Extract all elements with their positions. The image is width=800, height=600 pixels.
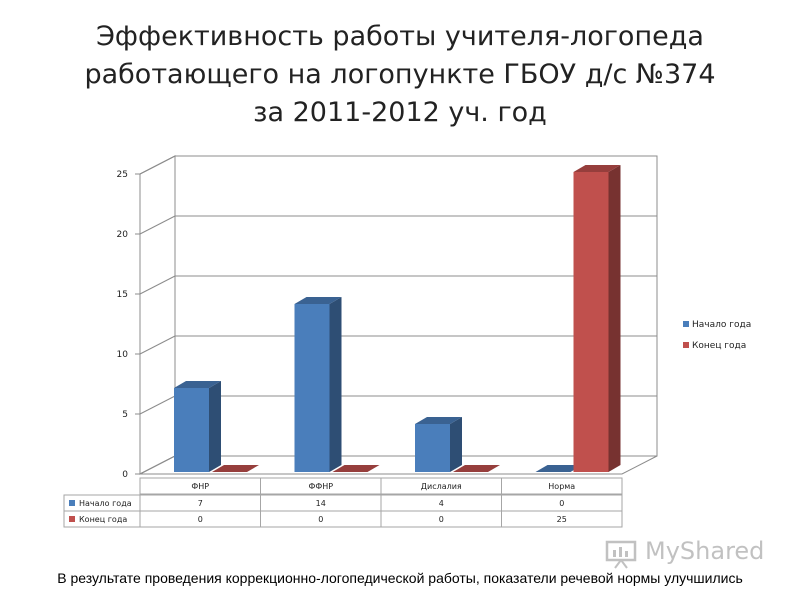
bar-side: [209, 381, 221, 472]
table-value: 0: [559, 499, 564, 508]
category-label: ФНР: [191, 482, 209, 491]
watermark-logo: MyShared: [605, 537, 775, 571]
bar-start-0: [174, 381, 221, 472]
table-value: 0: [439, 515, 444, 524]
gridline-side: [139, 455, 176, 475]
chart-side-wall: [139, 155, 176, 475]
bar-start-3: [535, 465, 583, 472]
bar-top: [212, 465, 259, 472]
category-label: Норма: [548, 482, 575, 491]
gridline-side: [139, 395, 176, 415]
caption-text: В результате проведения коррекционно-лог…: [57, 570, 743, 586]
bar-top: [294, 297, 342, 304]
bar-side: [450, 417, 462, 472]
table-value: 25: [557, 515, 567, 524]
presentation-board-icon: [605, 540, 637, 569]
category-label: ФФНР: [308, 482, 333, 491]
table-value: 0: [198, 515, 203, 524]
table-value: 0: [318, 515, 323, 524]
bar-side: [608, 165, 621, 472]
table-row: [63, 510, 623, 528]
gridline-side: [139, 275, 176, 295]
legend-key: [683, 321, 689, 327]
bar-front: [415, 424, 450, 472]
category-label: Дислалия: [421, 482, 462, 491]
table-legend-key: [69, 500, 75, 506]
bar-start-1: [294, 297, 342, 472]
gridline-side: [139, 155, 176, 175]
bar-end-2: [453, 465, 500, 472]
bar-top: [174, 381, 221, 388]
title-line-1: Эффективность работы учителя-логопеда: [96, 21, 704, 52]
legend-key: [683, 342, 689, 348]
y-tick-label: 20: [117, 230, 129, 240]
table-series-label: Начало года: [79, 499, 132, 508]
y-tick-label: 0: [122, 470, 128, 480]
bar-end-1: [332, 465, 380, 472]
table-series-label: Конец года: [79, 515, 127, 524]
table-row: [63, 494, 623, 512]
bar-front: [174, 388, 209, 472]
table-legend-key: [69, 516, 75, 522]
title-line-2: работающего на логопункте ГБОУ д/с №374: [84, 59, 716, 90]
bar-start-2: [415, 417, 462, 472]
bar-top: [573, 165, 621, 172]
chart-title: Эффективность работы учителя-логопеда ра…: [0, 18, 800, 132]
bar-front: [294, 304, 330, 472]
bar-top: [535, 465, 583, 472]
table-value: 7: [198, 499, 203, 508]
bar-top: [415, 417, 462, 424]
y-tick-label: 15: [117, 290, 128, 300]
table-value: 4: [439, 499, 444, 508]
bar-front: [573, 172, 609, 472]
bar-end-3: [573, 165, 621, 472]
gridline-side: [139, 215, 176, 235]
bar-top: [332, 465, 380, 472]
table-value: 14: [316, 499, 326, 508]
y-tick-label: 25: [117, 170, 128, 180]
gridline-side: [139, 335, 176, 355]
y-tick-label: 5: [122, 410, 128, 420]
bar-end-0: [212, 465, 259, 472]
legend-label: Начало года: [692, 320, 751, 330]
watermark-text: MyShared: [645, 537, 765, 565]
y-tick-label: 10: [117, 350, 129, 360]
bar-side: [329, 297, 342, 472]
title-line-3: за 2011-2012 уч. год: [253, 97, 547, 128]
legend-label: Конец года: [692, 341, 746, 351]
bar-top: [453, 465, 500, 472]
